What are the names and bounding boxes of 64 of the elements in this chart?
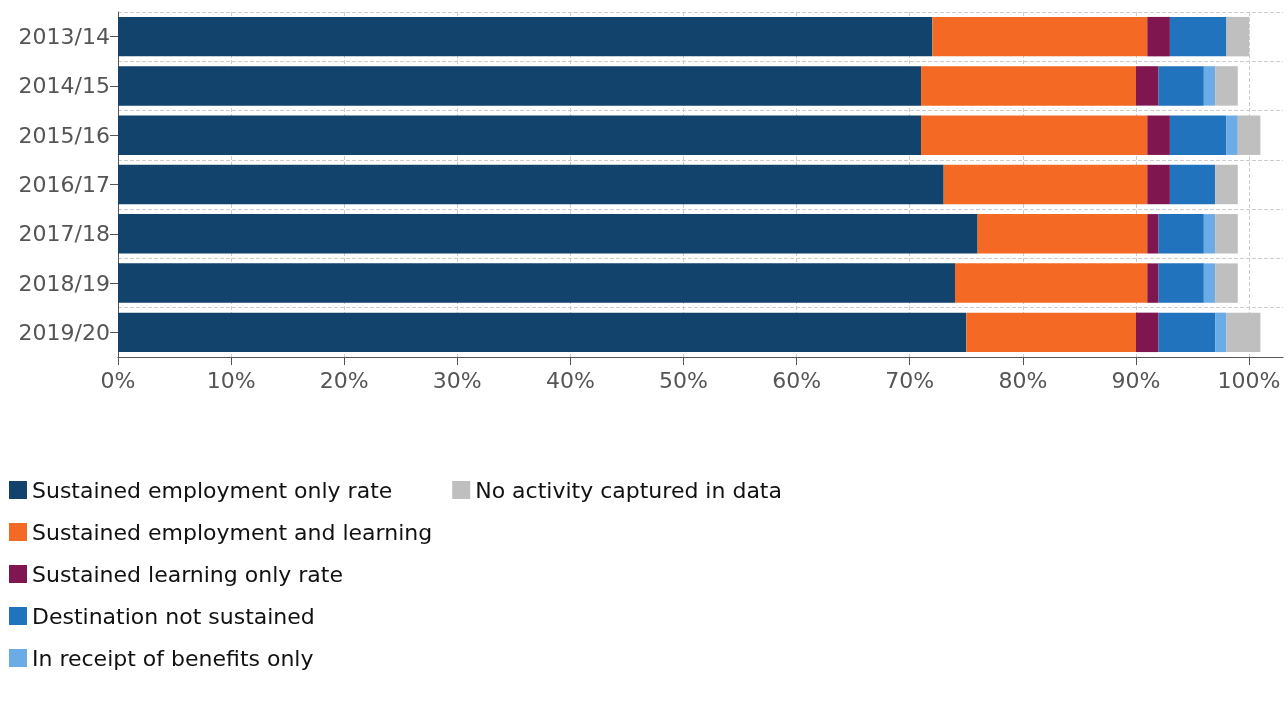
x-tick-label: 50% bbox=[659, 367, 708, 393]
bar bbox=[1169, 164, 1216, 205]
bar bbox=[1158, 263, 1204, 303]
bar bbox=[1169, 115, 1227, 155]
bar bbox=[1226, 16, 1250, 57]
bar bbox=[1147, 115, 1170, 155]
bar bbox=[1158, 66, 1204, 106]
y-tick-label: 2015/16 bbox=[18, 122, 110, 148]
bar bbox=[1147, 214, 1159, 254]
x-tick-label: 70% bbox=[885, 367, 935, 393]
x-tick-label: 0% bbox=[100, 367, 136, 393]
y-tick-label: 2013/14 bbox=[18, 24, 110, 50]
bar bbox=[1169, 16, 1227, 57]
x-tick-label: 100% bbox=[1217, 367, 1281, 393]
bar bbox=[1158, 312, 1216, 353]
bar bbox=[966, 312, 1136, 353]
bar bbox=[1215, 66, 1238, 106]
bar bbox=[1203, 214, 1216, 254]
y-tick-label: 2017/18 bbox=[18, 221, 110, 247]
bar bbox=[118, 214, 978, 254]
bar bbox=[1226, 115, 1238, 155]
bar bbox=[1135, 66, 1159, 106]
bar bbox=[1147, 164, 1170, 205]
bar bbox=[118, 263, 955, 303]
bar bbox=[1215, 263, 1238, 303]
legend-label: Sustained learning only rate bbox=[32, 561, 343, 587]
x-tick-label: 20% bbox=[319, 367, 369, 393]
legend-label: No activity captured in data bbox=[475, 477, 782, 503]
bar bbox=[118, 66, 922, 106]
bar bbox=[954, 263, 1148, 303]
bar bbox=[1203, 66, 1216, 106]
legend-label: Sustained employment only rate bbox=[32, 477, 393, 503]
legend-label: Destination not sustained bbox=[32, 603, 315, 629]
y-tick-label: 2018/19 bbox=[18, 270, 110, 296]
y-tick-label: 2016/17 bbox=[18, 172, 110, 197]
x-tick-label: 30% bbox=[432, 367, 482, 393]
bar bbox=[118, 16, 933, 57]
bar bbox=[1237, 115, 1261, 155]
bar bbox=[932, 16, 1148, 57]
bar bbox=[1158, 214, 1204, 254]
bar bbox=[1215, 164, 1238, 205]
bar bbox=[1147, 263, 1159, 303]
y-tick-label: 2019/20 bbox=[18, 319, 110, 345]
bar bbox=[977, 214, 1148, 254]
legend-label: Sustained employment and learning bbox=[32, 519, 433, 545]
bar bbox=[1215, 312, 1227, 353]
bar bbox=[1135, 312, 1159, 353]
bar bbox=[1203, 263, 1216, 303]
y-tick-label: 2014/15 bbox=[18, 73, 110, 99]
legend-label: In receipt of benefits only bbox=[32, 645, 314, 671]
bar bbox=[943, 164, 1148, 205]
bar bbox=[1147, 16, 1170, 57]
x-tick-label: 60% bbox=[772, 367, 822, 393]
x-tick-label: 40% bbox=[545, 367, 595, 393]
bar bbox=[118, 312, 967, 353]
bar bbox=[921, 66, 1136, 106]
bar bbox=[1215, 214, 1238, 254]
bar bbox=[1226, 312, 1261, 353]
x-tick-label: 80% bbox=[998, 367, 1048, 393]
bar bbox=[118, 115, 922, 155]
x-tick-label: 10% bbox=[206, 367, 256, 393]
bar bbox=[921, 115, 1148, 155]
bar bbox=[118, 164, 944, 205]
x-tick-label: 90% bbox=[1111, 367, 1161, 393]
